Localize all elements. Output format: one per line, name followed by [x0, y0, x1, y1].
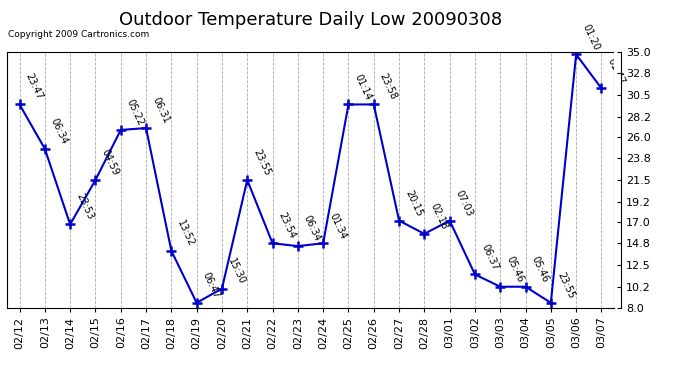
- Text: 01:14: 01:14: [353, 72, 373, 102]
- Text: Copyright 2009 Cartronics.com: Copyright 2009 Cartronics.com: [8, 30, 150, 39]
- Text: 02:18: 02:18: [428, 202, 449, 231]
- Text: 06:34: 06:34: [49, 117, 70, 146]
- Text: 15:30: 15:30: [226, 256, 247, 286]
- Text: 05:46: 05:46: [504, 255, 525, 284]
- Text: 23:58: 23:58: [378, 72, 399, 102]
- Text: 05:22: 05:22: [125, 98, 146, 127]
- Text: 23:53: 23:53: [75, 192, 95, 222]
- Text: 13:52: 13:52: [175, 219, 197, 248]
- Text: 23:54: 23:54: [277, 211, 297, 240]
- Text: 23:55: 23:55: [555, 270, 576, 300]
- Text: 06:34: 06:34: [302, 214, 323, 243]
- Text: 06:37: 06:37: [479, 242, 500, 272]
- Text: Outdoor Temperature Daily Low 20090308: Outdoor Temperature Daily Low 20090308: [119, 11, 502, 29]
- Text: 20:15: 20:15: [403, 188, 424, 218]
- Text: 01:47: 01:47: [606, 56, 627, 86]
- Text: 04:59: 04:59: [99, 148, 121, 177]
- Text: 01:20: 01:20: [580, 22, 601, 52]
- Text: 06:31: 06:31: [150, 96, 171, 125]
- Text: 06:47: 06:47: [201, 270, 221, 300]
- Text: 23:55: 23:55: [251, 147, 273, 177]
- Text: 01:34: 01:34: [327, 211, 348, 240]
- Text: 07:03: 07:03: [454, 188, 475, 218]
- Text: 23:47: 23:47: [23, 72, 45, 102]
- Text: 05:46: 05:46: [530, 255, 551, 284]
